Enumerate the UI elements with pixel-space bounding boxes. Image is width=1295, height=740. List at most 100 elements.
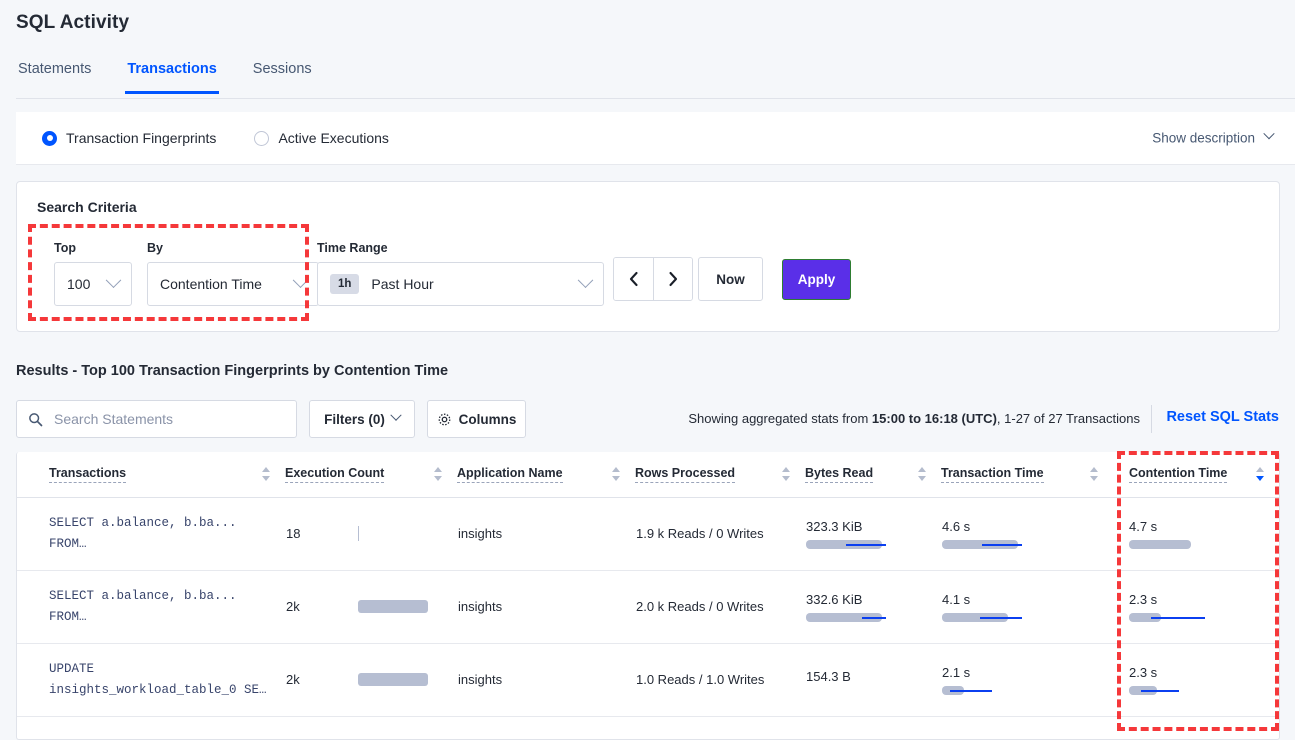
show-description-toggle[interactable]: Show description	[1152, 127, 1275, 146]
cell-transaction-sql[interactable]: SELECT a.balance, b.ba... FROM…	[17, 497, 285, 571]
time-nav-buttons	[613, 257, 693, 301]
radio-transaction-fingerprints[interactable]: Transaction Fingerprints	[42, 130, 216, 146]
divider	[1151, 405, 1152, 433]
col-transactions-label[interactable]: Transactions	[49, 466, 127, 483]
cell-application-name: insights	[457, 643, 635, 717]
chevron-down-icon	[105, 271, 122, 288]
field-top: Top 100	[54, 241, 132, 306]
cell-execution-count: 2k	[285, 643, 457, 717]
chevron-down-icon	[577, 271, 594, 288]
search-statements-field[interactable]	[16, 400, 297, 438]
tab-sessions[interactable]: Sessions	[252, 61, 312, 77]
top-label: Top	[54, 241, 76, 255]
col-application-name-label[interactable]: Application Name	[457, 466, 563, 483]
table-row[interactable]: SELECT a.balance, b.ba... FROM… 2k insig…	[17, 570, 1279, 644]
cell-contention-time: 2.3 s	[1113, 643, 1279, 717]
time-range-label: Time Range	[317, 241, 388, 255]
cell-transaction-time: 2.1 s	[941, 643, 1113, 717]
view-toggle-bar: Transaction Fingerprints Active Executio…	[16, 112, 1295, 165]
radio-active-executions[interactable]: Active Executions	[254, 130, 389, 146]
cell-bytes-read: 323.3 KiB	[805, 497, 941, 571]
col-bytes-read-label[interactable]: Bytes Read	[805, 466, 874, 483]
tab-statements[interactable]: Statements	[18, 61, 92, 77]
transaction-time-bar	[942, 540, 1072, 550]
col-transactions[interactable]: Transactions	[17, 452, 285, 498]
sort-toggle-transaction-time[interactable]	[1090, 466, 1099, 482]
by-select[interactable]: Contention Time	[147, 262, 319, 306]
col-bytes-read[interactable]: Bytes Read	[805, 452, 941, 498]
sql-text-line1[interactable]: UPDATE	[49, 661, 95, 676]
cell-application-name: insights	[457, 570, 635, 644]
time-range-value: Past Hour	[371, 276, 434, 292]
chevron-down-icon	[1263, 127, 1275, 139]
col-execution-count-label[interactable]: Execution Count	[285, 466, 385, 483]
sort-toggle-contention-time[interactable]	[1256, 466, 1265, 482]
filters-label: Filters (0)	[324, 411, 385, 427]
execution-count-bar	[358, 673, 428, 686]
cell-transaction-sql[interactable]: SELECT a.balance, b.ba... FROM…	[17, 570, 285, 644]
sort-toggle-execution-count[interactable]	[434, 466, 443, 482]
col-transaction-time[interactable]: Transaction Time	[941, 452, 1113, 498]
contention-time-value: 2.3 s	[1129, 664, 1158, 680]
sql-text-line2[interactable]: insights_workload_table_0 SE…	[49, 682, 267, 697]
field-time-range: Time Range 1h Past Hour	[317, 241, 604, 306]
transactions-table-card: Transactions Execution Count Application…	[16, 452, 1280, 740]
bytes-read-value: 154.3 B	[806, 669, 851, 685]
now-button[interactable]: Now	[698, 257, 763, 301]
search-input[interactable]	[52, 410, 285, 428]
time-next-button[interactable]	[653, 258, 692, 300]
col-contention-time[interactable]: Contention Time	[1113, 452, 1279, 498]
contention-time-bar	[1129, 686, 1259, 696]
top-select-value: 100	[67, 276, 91, 292]
table-row[interactable]: UPDATE insights_workload_table_0 SE… 2k …	[17, 643, 1279, 717]
cell-transaction-time: 4.6 s	[941, 497, 1113, 571]
top-select[interactable]: 100	[54, 262, 132, 306]
sort-toggle-transactions[interactable]	[262, 466, 271, 482]
col-contention-time-label[interactable]: Contention Time	[1129, 466, 1228, 483]
cell-transaction-sql[interactable]: UPDATE insights_workload_table_0 SE…	[17, 643, 285, 717]
cell-application-name: insights	[457, 497, 635, 571]
col-rows-processed[interactable]: Rows Processed	[635, 452, 805, 498]
contention-time-bar	[1129, 540, 1259, 550]
transactions-table: Transactions Execution Count Application…	[17, 452, 1279, 717]
cell-rows-processed: 2.0 k Reads / 0 Writes	[635, 570, 805, 644]
cell-rows-processed: 1.9 k Reads / 0 Writes	[635, 497, 805, 571]
radio-unselected-icon	[254, 130, 270, 146]
chevron-right-icon	[668, 271, 677, 287]
apply-button[interactable]: Apply	[782, 259, 851, 300]
chevron-down-icon	[292, 271, 309, 288]
search-criteria-title: Search Criteria	[37, 199, 137, 215]
time-prev-button[interactable]	[614, 258, 653, 300]
bytes-read-value: 332.6 KiB	[806, 591, 863, 607]
col-application-name[interactable]: Application Name	[457, 452, 635, 498]
execution-count-bar	[358, 600, 428, 613]
col-rows-processed-label[interactable]: Rows Processed	[635, 466, 736, 483]
col-execution-count[interactable]: Execution Count	[285, 452, 457, 498]
time-range-select[interactable]: 1h Past Hour	[317, 262, 604, 306]
sql-text-line1[interactable]: SELECT a.balance, b.ba...	[49, 588, 237, 603]
sort-toggle-rows-processed[interactable]	[782, 466, 791, 482]
results-title: Results - Top 100 Transaction Fingerprin…	[16, 363, 449, 379]
filters-button[interactable]: Filters (0)	[309, 400, 415, 438]
columns-button[interactable]: Columns	[427, 400, 526, 438]
showing-range: 15:00 to 16:18 (UTC)	[871, 411, 997, 426]
sql-text-line1[interactable]: SELECT a.balance, b.ba...	[49, 515, 237, 530]
sort-toggle-bytes-read[interactable]	[918, 466, 927, 482]
table-row[interactable]: SELECT a.balance, b.ba... FROM… 18 insig…	[17, 497, 1279, 571]
sql-text-line2[interactable]: FROM…	[49, 609, 87, 624]
contention-time-bar	[1129, 613, 1259, 623]
table-body: SELECT a.balance, b.ba... FROM… 18 insig…	[17, 497, 1279, 717]
bytes-read-value: 323.3 KiB	[806, 518, 863, 534]
sql-text-line2[interactable]: FROM…	[49, 536, 87, 551]
reset-sql-stats-link[interactable]: Reset SQL Stats	[1166, 409, 1279, 425]
sort-toggle-application-name[interactable]	[612, 466, 621, 482]
show-description-label: Show description	[1152, 130, 1255, 146]
time-range-pill: 1h	[330, 274, 360, 294]
search-criteria-card: Search Criteria Top 100 By Contention Ti…	[16, 181, 1280, 332]
bytes-read-bar	[806, 613, 936, 623]
cell-execution-count: 2k	[285, 570, 457, 644]
tab-transactions[interactable]: Transactions	[125, 58, 219, 94]
col-transaction-time-label[interactable]: Transaction Time	[941, 466, 1044, 483]
search-icon	[29, 412, 43, 426]
chevron-left-icon	[629, 271, 638, 287]
